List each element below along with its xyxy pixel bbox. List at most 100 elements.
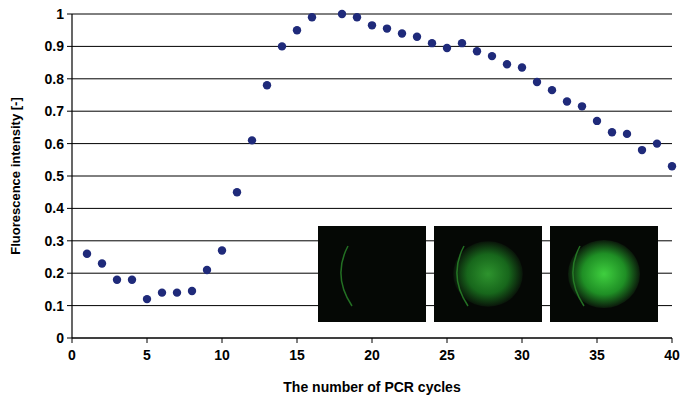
- y-tick: [67, 208, 72, 209]
- point: [668, 162, 676, 170]
- point: [593, 117, 601, 125]
- point: [383, 24, 391, 32]
- y-tick: [67, 46, 72, 47]
- y-tick-label: 0.5: [45, 168, 65, 184]
- point: [233, 188, 241, 196]
- point: [83, 250, 91, 258]
- point: [203, 266, 211, 274]
- inset-edge: [457, 246, 468, 306]
- x-tick-label: 40: [664, 347, 680, 363]
- grid-line: [72, 111, 672, 112]
- y-tick: [67, 78, 72, 79]
- point: [353, 13, 361, 21]
- x-tick-label: 20: [364, 347, 380, 363]
- inset-edge: [341, 246, 352, 306]
- y-tick: [67, 273, 72, 274]
- y-tick: [67, 111, 72, 112]
- x-tick-label: 35: [589, 347, 605, 363]
- x-tick-label: 30: [514, 347, 530, 363]
- point: [473, 47, 481, 55]
- point: [503, 60, 511, 68]
- inset-frame: [318, 226, 426, 322]
- y-tick-label: 0.8: [45, 71, 65, 87]
- grid-line: [72, 14, 672, 15]
- point: [308, 13, 316, 21]
- inset-edge: [573, 246, 584, 306]
- y-tick: [67, 240, 72, 241]
- point: [128, 275, 136, 283]
- x-tick-label: 15: [289, 347, 305, 363]
- point: [518, 63, 526, 71]
- point: [638, 146, 646, 154]
- inset-images: [318, 226, 658, 322]
- point: [488, 52, 496, 60]
- point: [443, 44, 451, 52]
- x-tick-label: 5: [143, 347, 151, 363]
- point: [173, 288, 181, 296]
- x-tick: [147, 338, 148, 343]
- x-tick-label: 10: [214, 347, 230, 363]
- y-tick: [67, 338, 72, 339]
- y-tick: [67, 305, 72, 306]
- point: [578, 102, 586, 110]
- x-tick: [522, 338, 523, 343]
- point: [98, 259, 106, 267]
- point: [278, 42, 286, 50]
- inset-glow: [453, 241, 523, 307]
- point: [368, 21, 376, 29]
- grid-line: [72, 208, 672, 209]
- y-tick-label: 0.6: [45, 136, 65, 152]
- point: [563, 97, 571, 105]
- x-tick-label: 25: [439, 347, 455, 363]
- y-tick-label: 0.2: [45, 265, 65, 281]
- y-tick-label: 0.3: [45, 233, 65, 249]
- y-axis-title: Fluorescence intensity [-]: [8, 97, 23, 254]
- point: [428, 39, 436, 47]
- point: [398, 29, 406, 37]
- point: [413, 32, 421, 40]
- x-tick: [372, 338, 373, 343]
- point: [143, 295, 151, 303]
- point: [293, 26, 301, 34]
- y-tick-label: 0.4: [45, 200, 65, 216]
- points: [83, 10, 676, 304]
- x-tick: [447, 338, 448, 343]
- grid-line: [72, 46, 672, 47]
- y-tick: [67, 143, 72, 144]
- x-tick: [297, 338, 298, 343]
- x-axis-title: The number of PCR cycles: [283, 379, 461, 395]
- point: [338, 10, 346, 18]
- y-tick-label: 0.7: [45, 103, 65, 119]
- x-axis: [72, 337, 672, 338]
- y-tick-label: 1: [56, 6, 64, 22]
- x-tick: [672, 338, 673, 343]
- y-tick: [67, 176, 72, 177]
- point: [263, 81, 271, 89]
- x-tick: [222, 338, 223, 343]
- grid-line: [72, 176, 672, 177]
- point: [653, 139, 661, 147]
- y-tick: [67, 14, 72, 15]
- y-tick-label: 0.1: [45, 298, 65, 314]
- point: [158, 288, 166, 296]
- point: [608, 128, 616, 136]
- point: [248, 136, 256, 144]
- point: [533, 78, 541, 86]
- grid-line: [72, 143, 672, 144]
- inset-glow: [568, 240, 640, 308]
- point: [218, 246, 226, 254]
- grid-line: [72, 338, 672, 339]
- point: [458, 39, 466, 47]
- y-tick-label: 0: [56, 330, 64, 346]
- chart: 00.10.20.30.40.50.60.70.80.9105101520253…: [0, 0, 694, 405]
- point: [548, 86, 556, 94]
- x-tick: [597, 338, 598, 343]
- x-tick: [72, 338, 73, 343]
- grid-line: [72, 78, 672, 79]
- inset-frame: [550, 226, 658, 322]
- y-tick-label: 0.9: [45, 38, 65, 54]
- x-tick-label: 0: [68, 347, 76, 363]
- point: [113, 275, 121, 283]
- point: [188, 287, 196, 295]
- inset-frame: [434, 226, 542, 322]
